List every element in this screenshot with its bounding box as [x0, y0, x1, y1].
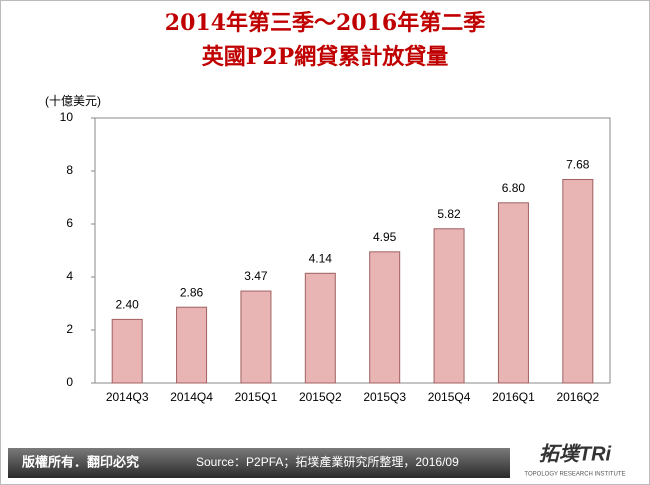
logo-subtitle: TOPOLOGY RESEARCH INSTITUTE	[524, 472, 625, 478]
value-label: 5.82	[437, 207, 461, 221]
x-tick-label: 2015Q4	[428, 390, 471, 404]
bar	[497, 202, 529, 384]
x-tick-label: 2015Q3	[363, 390, 406, 404]
y-tick-label: 0	[66, 375, 73, 389]
bar	[433, 228, 465, 384]
copyright: 版權所有．翻印必究	[22, 454, 139, 469]
x-tick-label: 2015Q2	[299, 390, 342, 404]
x-tick-label: 2014Q4	[170, 390, 213, 404]
value-label: 2.40	[116, 298, 140, 312]
x-tick-label: 2015Q1	[235, 390, 278, 404]
y-tick-label: 10	[60, 110, 74, 124]
bar	[562, 178, 594, 384]
y-axis-label: (十億美元)	[45, 94, 101, 108]
plot-area	[94, 117, 611, 384]
value-label: 4.14	[309, 251, 333, 265]
bar	[240, 290, 272, 384]
y-tick-label: 6	[66, 216, 73, 230]
value-label: 4.95	[373, 230, 397, 244]
value-label: 6.80	[502, 181, 526, 195]
value-label: 3.47	[244, 269, 268, 283]
bar	[369, 251, 401, 384]
chart-title: 2014年第三季～2016年第二季	[165, 10, 485, 36]
y-tick-label: 2	[66, 322, 73, 336]
logo-box	[510, 440, 644, 482]
chart-subtitle: 英國P2P網貸累計放貸量	[202, 44, 448, 70]
x-tick-label: 2016Q2	[556, 390, 599, 404]
y-tick-label: 8	[66, 163, 73, 177]
value-label: 7.68	[566, 158, 590, 172]
source: Source：P2PFA；拓墣產業研究所整理，2016/09	[196, 454, 459, 469]
x-tick-label: 2014Q3	[106, 390, 149, 404]
bar	[111, 318, 143, 384]
y-tick-label: 4	[66, 269, 73, 283]
x-tick-label: 2016Q1	[492, 390, 535, 404]
bar	[176, 306, 208, 384]
logo: 拓墣TRi	[539, 442, 612, 465]
value-label: 2.86	[180, 285, 204, 299]
bar	[304, 272, 336, 384]
